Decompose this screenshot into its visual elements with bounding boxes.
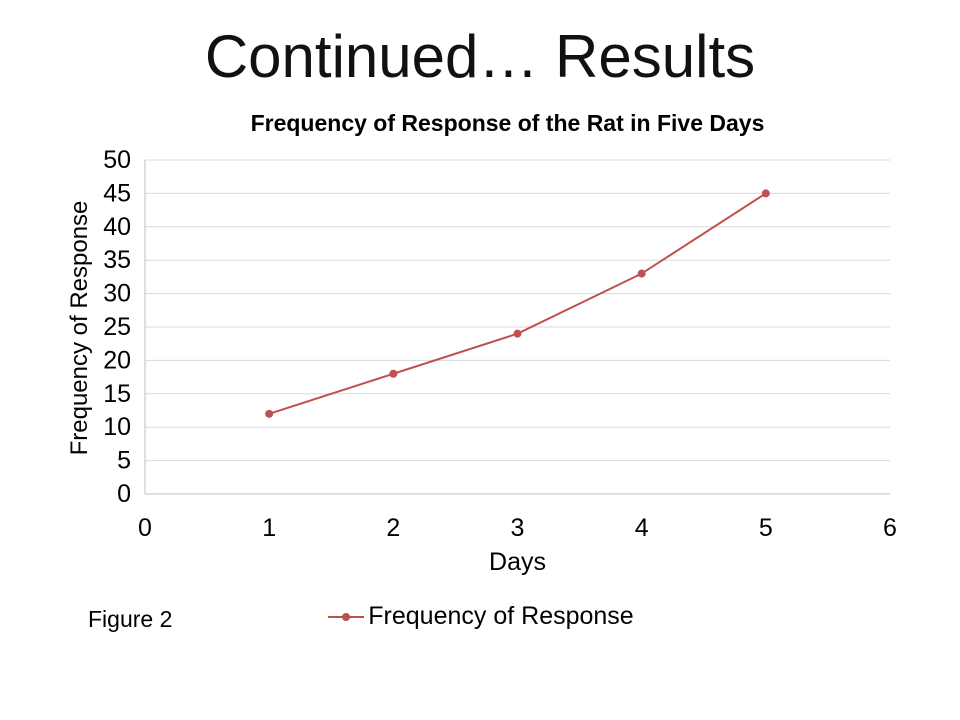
- figure-caption: Figure 2: [88, 606, 173, 632]
- svg-text:1: 1: [262, 514, 276, 542]
- svg-text:30: 30: [103, 280, 131, 308]
- svg-text:40: 40: [103, 213, 131, 241]
- svg-text:10: 10: [103, 413, 131, 441]
- legend-label: Frequency of Response: [368, 602, 634, 630]
- x-axis-title: Days: [489, 548, 546, 576]
- svg-text:25: 25: [103, 313, 131, 341]
- slide-title: Continued… Results: [204, 23, 756, 90]
- svg-text:0: 0: [138, 514, 152, 542]
- svg-text:6: 6: [883, 514, 897, 542]
- svg-text:45: 45: [103, 179, 131, 207]
- svg-text:5: 5: [759, 514, 773, 542]
- svg-text:3: 3: [511, 514, 525, 542]
- svg-text:4: 4: [635, 514, 649, 542]
- svg-text:15: 15: [103, 380, 131, 408]
- legend-line-marker-icon: [328, 612, 365, 621]
- svg-text:20: 20: [103, 346, 131, 374]
- legend: Frequency of Response: [0, 602, 960, 631]
- chart-title: Frequency of Response of the Rat in Five…: [250, 110, 765, 136]
- svg-text:5: 5: [117, 447, 131, 475]
- svg-text:50: 50: [103, 146, 131, 174]
- svg-text:2: 2: [386, 514, 400, 542]
- svg-text:0: 0: [117, 480, 131, 508]
- svg-text:35: 35: [103, 246, 131, 274]
